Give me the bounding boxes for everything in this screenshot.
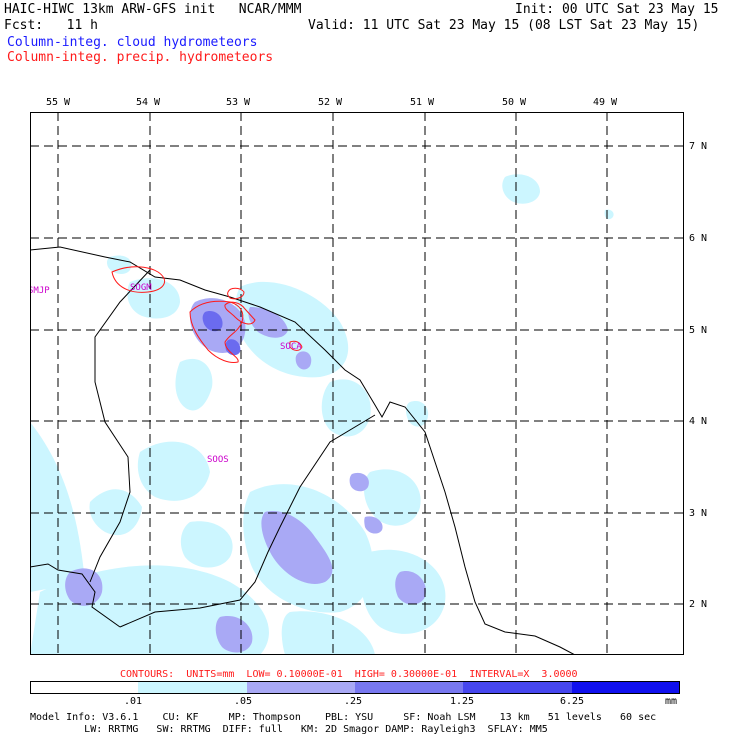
map-panel: SMJP SOGM SOCA SOOS xyxy=(30,112,684,655)
border-suriname-guiana xyxy=(89,269,151,583)
station-sogm: SOGM xyxy=(130,283,152,293)
colorbar-label-005: .05 xyxy=(234,696,253,707)
chart-title: HAIC-HIWC 13km ARW-GFS init NCAR/MMM xyxy=(4,2,302,17)
lon-label-53w: 53 W xyxy=(226,97,251,108)
map-frame xyxy=(30,112,684,655)
colorbar-label-125: 1.25 xyxy=(450,696,475,707)
border-suriname-west xyxy=(30,563,121,628)
legend-precip-hydrometeors: Column-integ. precip. hydrometeors xyxy=(7,50,274,65)
station-smjp: SMJP xyxy=(30,286,50,296)
lat-label-6n: 6 N xyxy=(689,233,708,244)
lat-label-2n: 2 N xyxy=(689,599,708,610)
init-time: Init: 00 UTC Sat 23 May 15 xyxy=(515,2,719,17)
border-guiana-brazil xyxy=(119,414,376,628)
station-soos: SOOS xyxy=(207,455,229,465)
colorbar-segment-2 xyxy=(247,681,355,694)
legend-cloud-hydrometeors: Column-integ. cloud hydrometeors xyxy=(7,35,258,50)
model-info-line2: LW: RRTMG SW: RRTMG DIFF: full KM: 2D Sm… xyxy=(30,724,548,735)
colorbar-label-025: .25 xyxy=(344,696,363,707)
colorbar xyxy=(30,681,680,694)
colorbar-segment-3 xyxy=(355,681,463,694)
coastline-and-borders xyxy=(30,246,576,655)
colorbar-label-625: 6.25 xyxy=(560,696,585,707)
lat-label-3n: 3 N xyxy=(689,508,708,519)
colorbar-segment-1 xyxy=(138,681,247,694)
forecast-hour: Fcst: 11 h xyxy=(4,18,98,33)
colorbar-segment-0 xyxy=(30,681,138,694)
colorbar-frame xyxy=(30,681,680,694)
colorbar-segment-4 xyxy=(463,681,572,694)
station-soca: SOCA xyxy=(280,342,302,352)
colorbar-unit: mm xyxy=(665,696,678,707)
lon-label-51w: 51 W xyxy=(410,97,435,108)
valid-time: Valid: 11 UTC Sat 23 May 15 (08 LST Sat … xyxy=(308,18,700,33)
lon-label-52w: 52 W xyxy=(318,97,343,108)
lon-label-50w: 50 W xyxy=(502,97,527,108)
colorbar-segment-5 xyxy=(572,681,680,694)
lat-label-5n: 5 N xyxy=(689,325,708,336)
lon-label-55w: 55 W xyxy=(46,97,71,108)
lon-label-54w: 54 W xyxy=(136,97,161,108)
precip-contours xyxy=(111,266,303,363)
contours-caption: CONTOURS: UNITS=mm LOW= 0.10000E-01 HIGH… xyxy=(120,669,578,680)
lat-label-4n: 4 N xyxy=(689,416,708,427)
grid-lines xyxy=(30,112,684,655)
coastline xyxy=(30,246,576,655)
lon-label-49w: 49 W xyxy=(593,97,618,108)
colorbar-label-001: .01 xyxy=(124,696,143,707)
model-info-line1: Model Info: V3.6.1 CU: KF MP: Thompson P… xyxy=(30,712,657,723)
lat-label-7n: 7 N xyxy=(689,141,708,152)
station-labels: SMJP SOGM SOCA SOOS xyxy=(30,283,302,465)
